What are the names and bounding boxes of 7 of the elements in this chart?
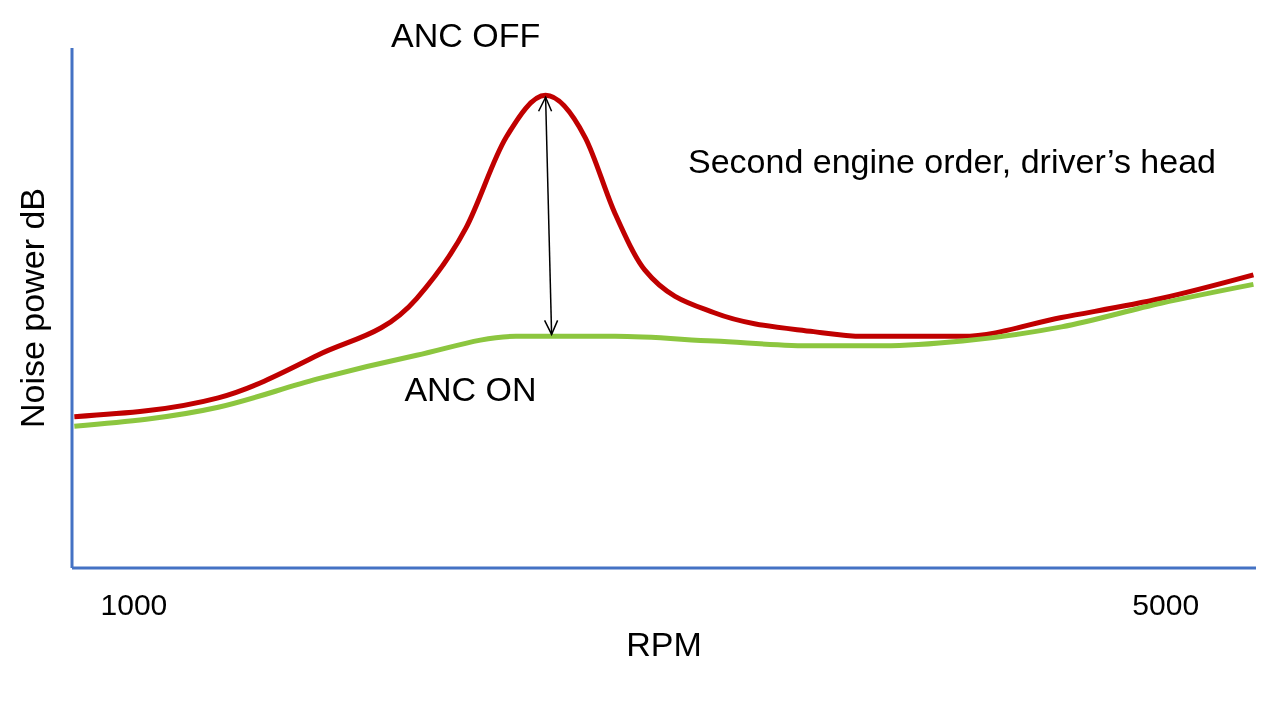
x-tick-label: 1000	[100, 588, 168, 622]
x-axis-title: RPM	[626, 625, 702, 663]
y-axis-title: Noise power dB	[13, 187, 52, 429]
series-label: ANC ON	[404, 370, 537, 409]
x-tick-label: 5000	[1132, 588, 1200, 622]
text: Second engine order, driver’s head	[688, 142, 1216, 180]
series-label: ANC OFF	[390, 16, 541, 55]
